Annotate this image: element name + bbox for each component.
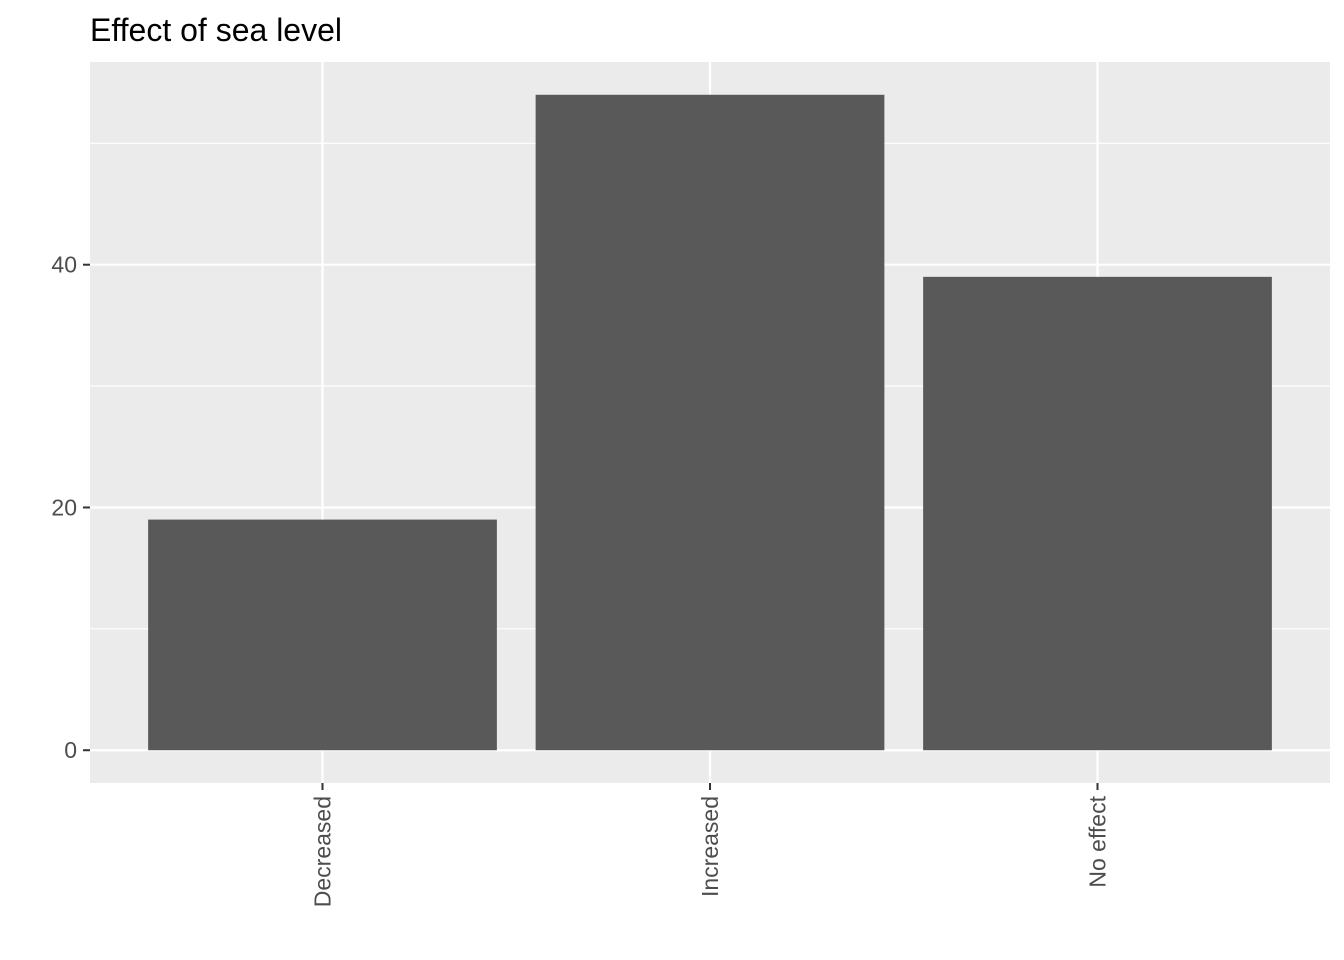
x-tick-label: No effect <box>1085 795 1111 887</box>
y-tick-label: 40 <box>51 252 77 278</box>
bars <box>148 94 1272 751</box>
x-tick-label: Decreased <box>310 796 336 907</box>
y-tick-label: 0 <box>64 737 77 763</box>
x-axis: Decreased Increased No effect <box>310 783 1111 907</box>
bar-increased <box>535 94 885 751</box>
chart-title: Effect of sea level <box>90 12 342 48</box>
bar-decreased <box>148 519 497 751</box>
x-tick-label: Increased <box>697 796 723 897</box>
y-axis: 0 20 40 <box>51 252 90 763</box>
y-tick-label: 20 <box>51 494 77 520</box>
bar-no-effect <box>923 276 1272 751</box>
